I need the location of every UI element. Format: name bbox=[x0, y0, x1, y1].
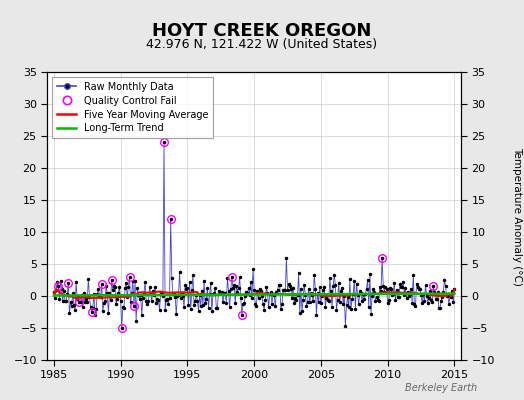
Text: HOYT CREEK OREGON: HOYT CREEK OREGON bbox=[152, 22, 372, 40]
Legend: Raw Monthly Data, Quality Control Fail, Five Year Moving Average, Long-Term Tren: Raw Monthly Data, Quality Control Fail, … bbox=[52, 77, 213, 138]
Text: 42.976 N, 121.422 W (United States): 42.976 N, 121.422 W (United States) bbox=[146, 38, 378, 51]
Text: Berkeley Earth: Berkeley Earth bbox=[405, 383, 477, 393]
Y-axis label: Temperature Anomaly (°C): Temperature Anomaly (°C) bbox=[511, 146, 521, 286]
